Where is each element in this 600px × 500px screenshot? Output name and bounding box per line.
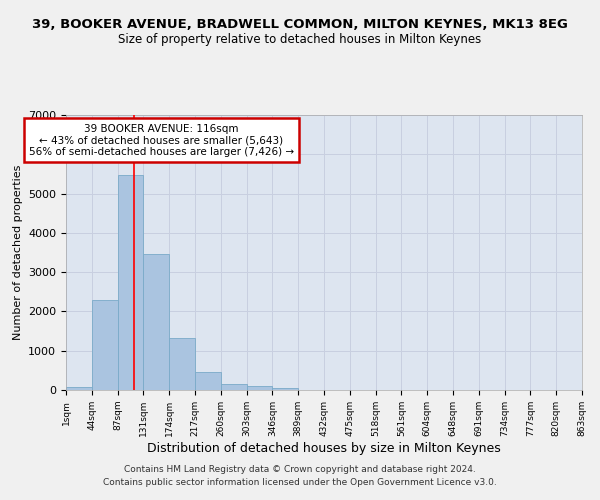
Bar: [169, 338, 195, 390]
Text: Contains HM Land Registry data © Crown copyright and database right 2024.: Contains HM Land Registry data © Crown c…: [124, 466, 476, 474]
Bar: [92, 300, 118, 390]
Bar: [247, 386, 272, 390]
Bar: [143, 254, 169, 390]
X-axis label: Distribution of detached houses by size in Milton Keynes: Distribution of detached houses by size …: [147, 442, 501, 454]
Bar: [221, 384, 247, 390]
Text: 39 BOOKER AVENUE: 116sqm
← 43% of detached houses are smaller (5,643)
56% of sem: 39 BOOKER AVENUE: 116sqm ← 43% of detach…: [29, 124, 294, 157]
Y-axis label: Number of detached properties: Number of detached properties: [13, 165, 23, 340]
Text: 39, BOOKER AVENUE, BRADWELL COMMON, MILTON KEYNES, MK13 8EG: 39, BOOKER AVENUE, BRADWELL COMMON, MILT…: [32, 18, 568, 30]
Text: Size of property relative to detached houses in Milton Keynes: Size of property relative to detached ho…: [118, 32, 482, 46]
Bar: [272, 388, 298, 390]
Bar: [66, 387, 92, 390]
Text: Contains public sector information licensed under the Open Government Licence v3: Contains public sector information licen…: [103, 478, 497, 487]
Bar: [118, 176, 143, 390]
Bar: [195, 372, 221, 390]
